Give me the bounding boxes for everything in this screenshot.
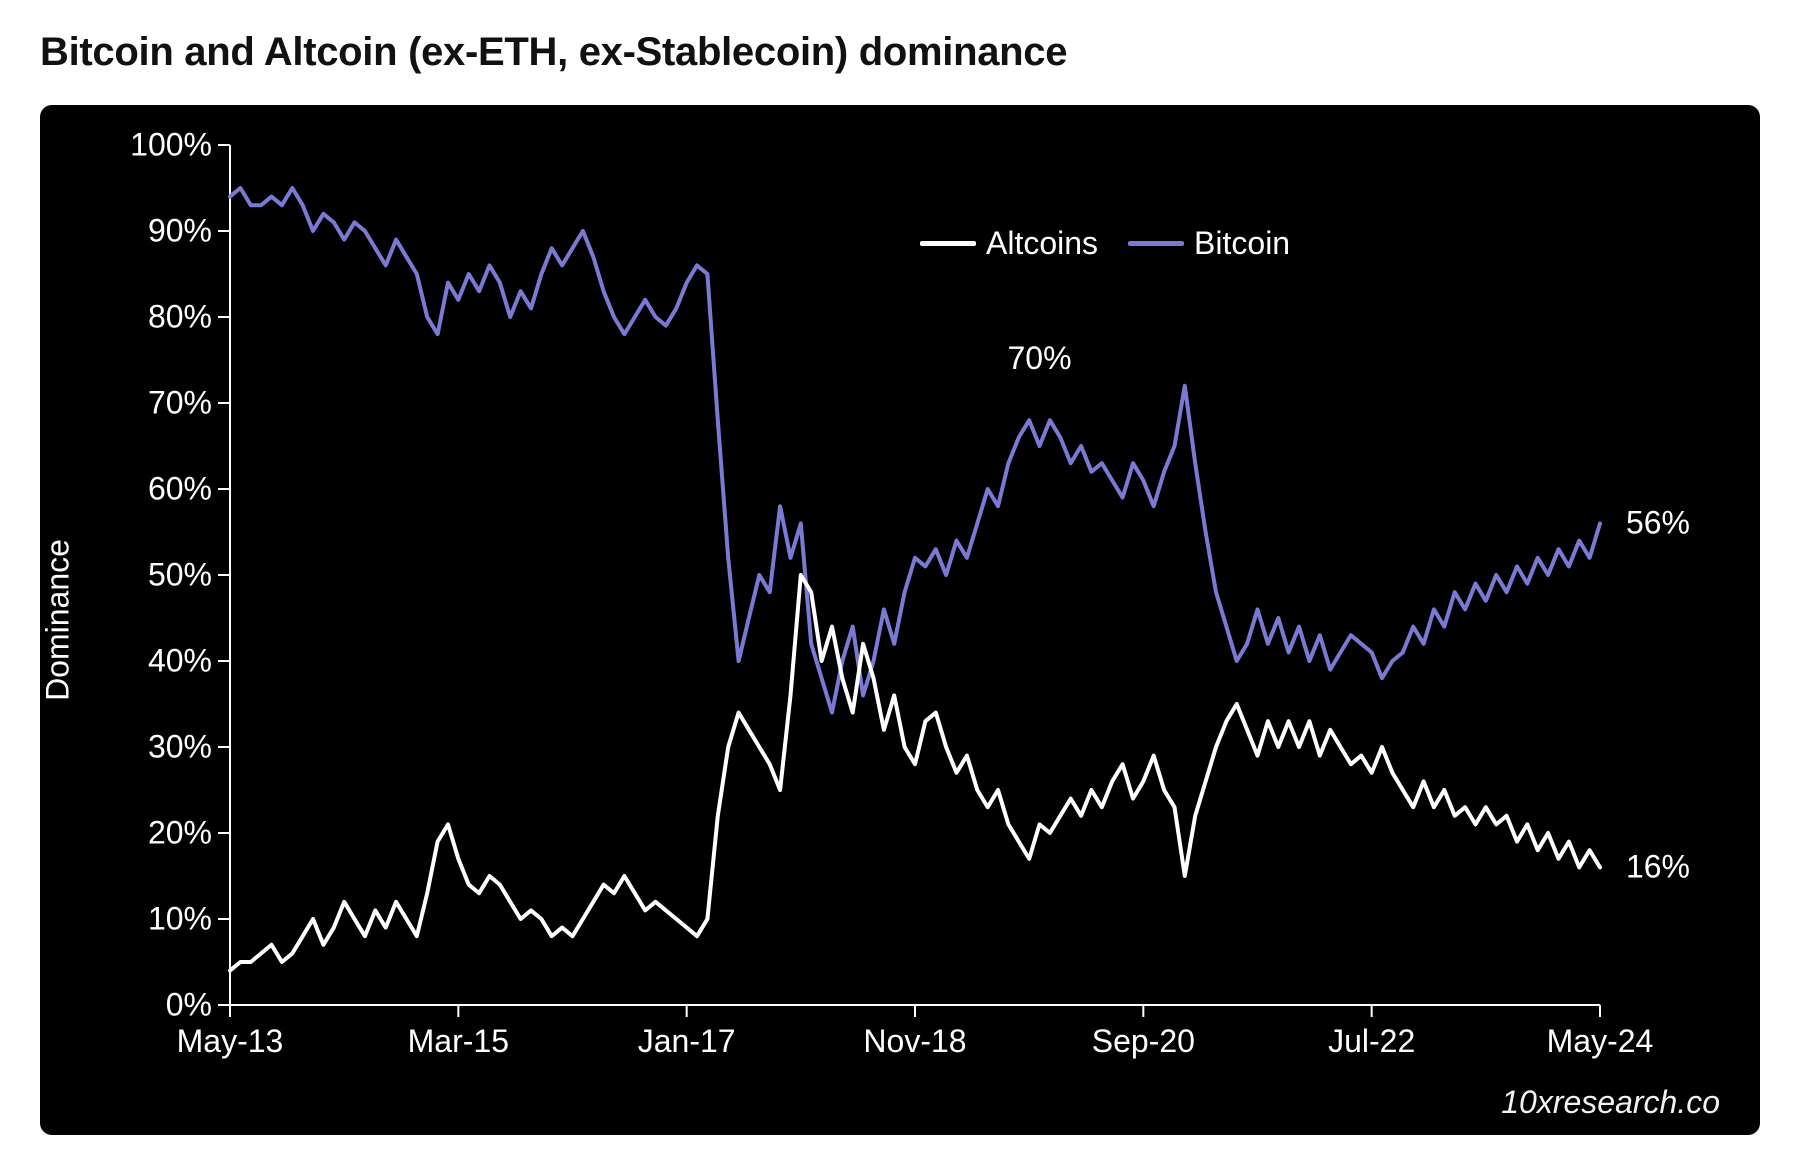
legend-swatch [1128,241,1184,246]
y-tick-label: 10% [148,901,212,938]
y-tick-label: 70% [148,385,212,422]
chart-svg [40,105,1760,1135]
legend-swatch [920,241,976,246]
y-tick-label: 80% [148,299,212,336]
x-tick-label: May-13 [177,1023,284,1060]
y-tick-label: 30% [148,729,212,766]
y-tick-label: 60% [148,471,212,508]
x-tick-label: Jul-22 [1328,1023,1415,1060]
legend-label: Altcoins [986,225,1098,262]
annotation-label: 56% [1626,505,1690,542]
x-tick-label: Mar-15 [408,1023,509,1060]
annotation-label: 16% [1626,849,1690,886]
legend-label: Bitcoin [1194,225,1290,262]
x-tick-label: Sep-20 [1092,1023,1195,1060]
chart-legend: Altcoins Bitcoin [920,225,1290,262]
legend-item: Bitcoin [1128,225,1290,262]
annotation-label: 70% [1008,340,1072,377]
x-tick-label: Jan-17 [638,1023,736,1060]
chart-title: Bitcoin and Altcoin (ex-ETH, ex-Stableco… [40,30,1760,75]
y-tick-label: 20% [148,815,212,852]
y-tick-label: 90% [148,213,212,250]
y-tick-label: 40% [148,643,212,680]
watermark: 10xresearch.co [1501,1084,1720,1121]
y-tick-label: 50% [148,557,212,594]
chart-panel: Dominance Altcoins Bitcoin 10xresearch.co… [40,105,1760,1135]
legend-item: Altcoins [920,225,1098,262]
y-tick-label: 0% [166,987,212,1024]
y-axis-label: Dominance [40,539,77,701]
x-tick-label: Nov-18 [863,1023,966,1060]
x-tick-label: May-24 [1547,1023,1654,1060]
y-tick-label: 100% [130,127,212,164]
